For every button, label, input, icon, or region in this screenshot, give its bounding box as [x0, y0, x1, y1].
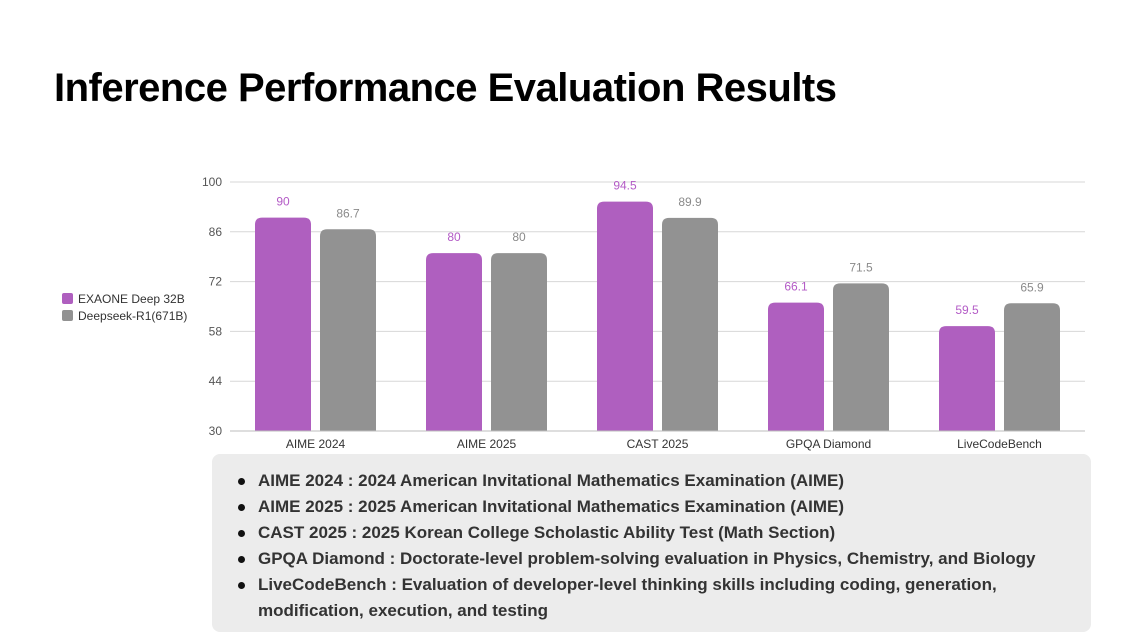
note-item-aime-2025: AIME 2025 : 2025 American Invitational M… — [238, 494, 1073, 520]
note-item-aime-2024: AIME 2024 : 2024 American Invitational M… — [238, 468, 1073, 494]
legend-label-exaone: EXAONE Deep 32B — [78, 291, 185, 306]
legend-swatch-exaone — [62, 293, 73, 304]
x-tick-label-aime-2025: AIME 2025 — [457, 437, 517, 451]
bar-exaone-cast-2025 — [597, 201, 653, 431]
x-tick-label-livecodebench: LiveCodeBench — [957, 437, 1042, 451]
bar-deepseek-aime-2024 — [320, 229, 376, 431]
data-label-exaone-cast-2025: 94.5 — [613, 179, 637, 193]
y-tick-label: 58 — [209, 324, 223, 338]
x-tick-label-aime-2024: AIME 2024 — [286, 437, 346, 451]
bar-exaone-livecodebench — [939, 326, 995, 431]
chart-legend: EXAONE Deep 32B Deepseek-R1(671B) — [62, 290, 187, 324]
data-label-exaone-aime-2025: 80 — [447, 230, 461, 244]
bar-deepseek-livecodebench — [1004, 303, 1060, 431]
data-label-deepseek-aime-2024: 86.7 — [336, 206, 360, 220]
bar-deepseek-cast-2025 — [662, 217, 718, 431]
y-tick-label: 72 — [209, 275, 223, 289]
y-tick-label: 30 — [209, 424, 223, 438]
bar-deepseek-gpqa-diamond — [833, 283, 889, 431]
bar-exaone-gpqa-diamond — [768, 302, 824, 431]
data-label-deepseek-livecodebench: 65.9 — [1020, 280, 1044, 294]
note-item-gpqa-diamond: GPQA Diamond : Doctorate-level problem-s… — [238, 546, 1073, 572]
bar-exaone-aime-2025 — [426, 253, 482, 431]
data-label-deepseek-cast-2025: 89.9 — [678, 195, 702, 209]
data-label-exaone-livecodebench: 59.5 — [955, 303, 979, 317]
bar-deepseek-aime-2025 — [491, 253, 547, 431]
legend-label-deepseek: Deepseek-R1(671B) — [78, 308, 188, 323]
legend-item-deepseek: Deepseek-R1(671B) — [62, 307, 187, 324]
data-label-deepseek-aime-2025: 80 — [512, 230, 526, 244]
data-label-deepseek-gpqa-diamond: 71.5 — [849, 260, 873, 274]
bar-chart: 30 44 58 72 86 100 90 86.7 AIME 2024 80 80 AIME 202… — [202, 175, 1085, 451]
bar-exaone-aime-2024 — [255, 217, 311, 431]
y-tick-label: 44 — [209, 374, 223, 388]
data-label-exaone-gpqa-diamond: 66.1 — [784, 280, 808, 294]
legend-swatch-deepseek — [62, 310, 73, 321]
x-tick-label-gpqa-diamond: GPQA Diamond — [786, 437, 871, 451]
x-tick-label-cast-2025: CAST 2025 — [627, 437, 689, 451]
data-label-exaone-aime-2024: 90 — [276, 195, 290, 209]
page-title: Inference Performance Evaluation Results — [54, 66, 837, 110]
y-tick-label: 86 — [209, 225, 223, 239]
legend-item-exaone: EXAONE Deep 32B — [62, 290, 187, 307]
y-tick-label: 100 — [202, 175, 222, 189]
notes-list: AIME 2024 : 2024 American Invitational M… — [238, 468, 1073, 624]
note-item-cast-2025: CAST 2025 : 2025 Korean College Scholast… — [238, 520, 1073, 546]
note-item-livecodebench: LiveCodeBench : Evaluation of developer-… — [238, 572, 1073, 624]
notes-box: AIME 2024 : 2024 American Invitational M… — [212, 454, 1091, 632]
